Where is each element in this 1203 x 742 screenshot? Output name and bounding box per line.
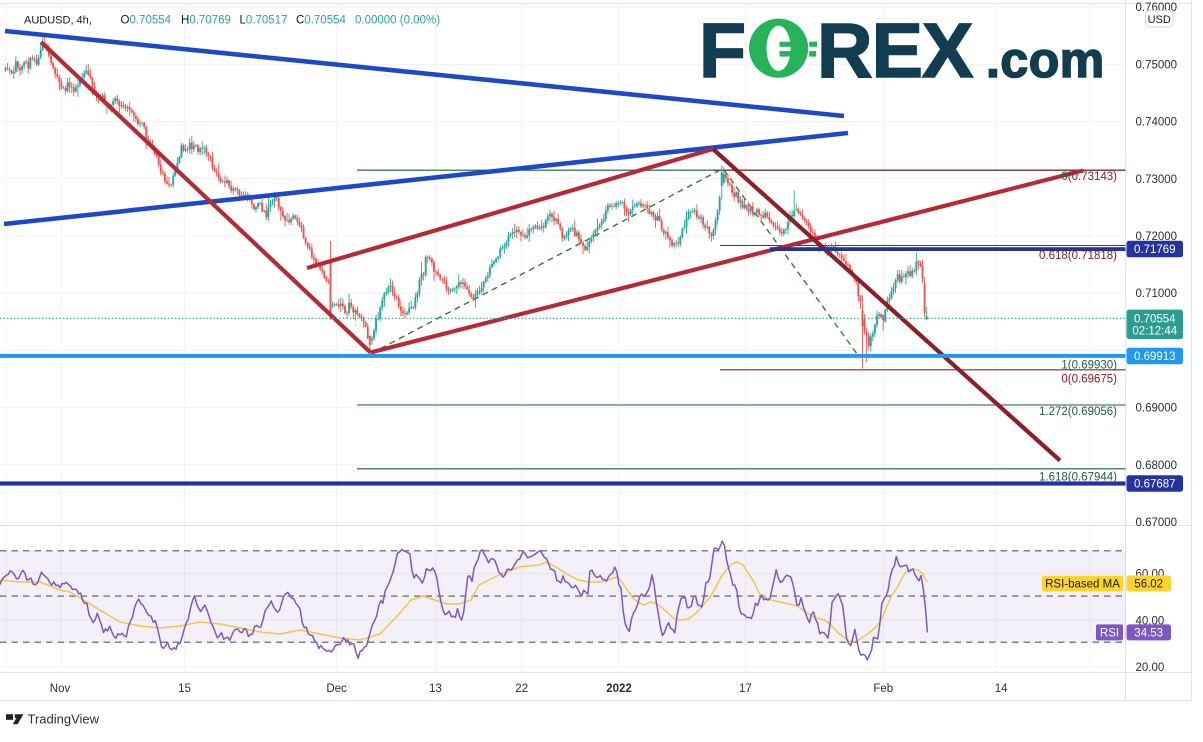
svg-text:0.69913: 0.69913 <box>1134 351 1176 363</box>
svg-text:0.75000: 0.75000 <box>1136 59 1178 71</box>
svg-text:13: 13 <box>429 683 442 695</box>
svg-text:RSI: RSI <box>1100 627 1119 639</box>
svg-text:0.70554: 0.70554 <box>1134 314 1176 326</box>
svg-text:0(0.69675): 0(0.69675) <box>1061 373 1117 385</box>
svg-text:34.53: 34.53 <box>1134 628 1163 640</box>
svg-text:40.00: 40.00 <box>1136 615 1165 627</box>
svg-text:RSI-based MA: RSI-based MA <box>1045 578 1120 590</box>
svg-text:Feb: Feb <box>873 683 893 695</box>
svg-text:H0.70769: H0.70769 <box>181 15 231 27</box>
svg-text:0(0.73143): 0(0.73143) <box>1061 171 1117 183</box>
svg-text:17: 17 <box>739 683 752 695</box>
svg-text:AUDUSD, 4h,: AUDUSD, 4h, <box>24 15 92 27</box>
svg-text:0.67000: 0.67000 <box>1136 517 1178 529</box>
svg-text:TradingView: TradingView <box>28 712 100 727</box>
svg-text:02:12:44: 02:12:44 <box>1132 326 1177 338</box>
svg-text:0.74000: 0.74000 <box>1136 117 1178 129</box>
svg-text:0.68000: 0.68000 <box>1136 460 1178 472</box>
svg-text:F: F <box>699 8 746 94</box>
svg-text:0.73000: 0.73000 <box>1136 174 1178 186</box>
svg-text:Nov: Nov <box>50 683 71 695</box>
svg-text:O0.70554: O0.70554 <box>121 15 172 27</box>
svg-text:56.02: 56.02 <box>1134 579 1163 591</box>
svg-text:20.00: 20.00 <box>1136 662 1165 674</box>
svg-text:0.00000 (0.00%): 0.00000 (0.00%) <box>355 15 440 27</box>
svg-text:1.618(0.67944): 1.618(0.67944) <box>1039 471 1117 483</box>
svg-text:C0.70554: C0.70554 <box>296 15 346 27</box>
svg-text:Dec: Dec <box>326 683 347 695</box>
svg-text:15: 15 <box>178 683 191 695</box>
svg-text:22: 22 <box>515 683 528 695</box>
svg-text:L0.70517: L0.70517 <box>240 15 288 27</box>
svg-text:0.72000: 0.72000 <box>1136 231 1178 243</box>
svg-text:1(0.69930): 1(0.69930) <box>1061 359 1117 371</box>
svg-text:0.67687: 0.67687 <box>1134 479 1176 491</box>
svg-text:0.71000: 0.71000 <box>1136 288 1178 300</box>
svg-text:14: 14 <box>995 683 1008 695</box>
svg-text:0.69000: 0.69000 <box>1136 403 1178 415</box>
svg-text:1.272(0.69056): 1.272(0.69056) <box>1039 406 1117 418</box>
svg-text:USD: USD <box>1148 14 1171 26</box>
svg-text:2022: 2022 <box>606 683 632 695</box>
svg-text:REX: REX <box>817 8 973 94</box>
svg-text:0.71769: 0.71769 <box>1134 244 1176 256</box>
svg-text:.com: .com <box>986 32 1105 88</box>
svg-text:0.618(0.71818): 0.618(0.71818) <box>1039 250 1117 262</box>
